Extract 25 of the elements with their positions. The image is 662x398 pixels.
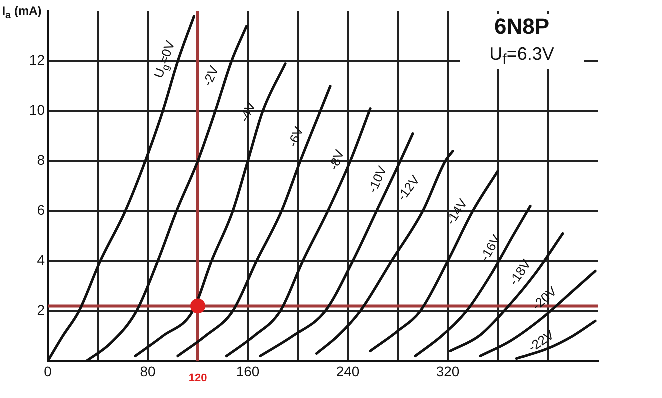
x-tick-label: 320	[436, 363, 460, 380]
text: -22V	[526, 327, 558, 356]
text: Ug=0V	[150, 38, 178, 80]
text: -4V	[236, 100, 259, 125]
y-tick-label: 8	[37, 152, 46, 168]
text: -8V	[326, 148, 348, 172]
line-series	[134, 62, 287, 358]
line-series	[449, 232, 564, 353]
ref-line-label: 120	[188, 372, 208, 385]
line-series	[176, 85, 332, 358]
chart-title: 6N8P	[493, 14, 551, 40]
x-tick-label: 160	[236, 363, 260, 380]
text: -6V	[284, 124, 307, 150]
x-tick-label: 0	[44, 363, 52, 380]
text: -10V	[364, 164, 390, 196]
y-axis-title: I$_{a}$ (mA)	[2, 4, 42, 24]
text: U$_{f}$=6.3V	[488, 44, 556, 69]
y-tick-label: 6	[37, 202, 46, 218]
text: -2V	[200, 64, 222, 88]
y-tick-label: 4	[37, 252, 46, 268]
x-tick-label: 240	[336, 363, 360, 380]
y-tick-label: 2	[37, 302, 46, 318]
y-tick-label: 12	[29, 52, 46, 68]
x-tick-label: 80	[140, 363, 156, 380]
y-tick-label: 10	[29, 102, 46, 118]
